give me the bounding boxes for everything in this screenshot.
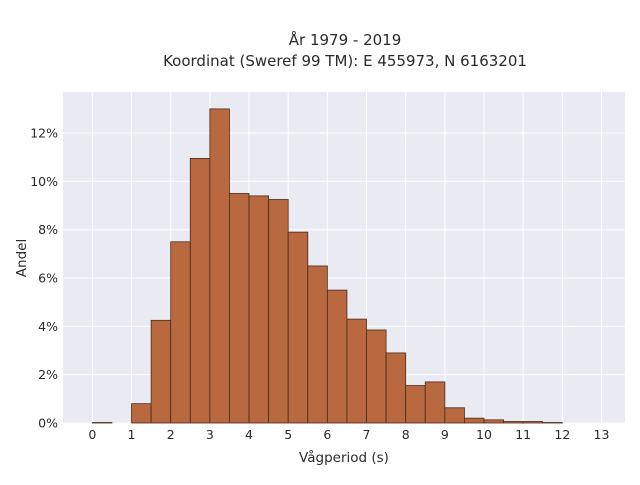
x-tick-label: 3 (206, 427, 214, 442)
histogram-bar (464, 418, 484, 423)
x-tick-label: 11 (515, 427, 531, 442)
y-tick-label: 8% (38, 222, 58, 237)
histogram-bar (445, 408, 465, 423)
y-tick-labels: 0% 2% 4% 6% 8% 10% 12% (30, 126, 58, 431)
x-tick-label: 4 (245, 427, 253, 442)
histogram-bar (190, 158, 210, 423)
x-tick-label: 10 (476, 427, 492, 442)
x-tick-label: 1 (128, 427, 136, 442)
y-tick-label: 6% (38, 271, 58, 286)
histogram-bar (504, 422, 524, 423)
histogram-bar (151, 320, 171, 423)
histogram-bar (132, 404, 152, 423)
histogram-bar (327, 290, 347, 423)
y-axis-label: Andel (14, 239, 30, 277)
x-axis-label: Vågperiod (s) (299, 449, 389, 466)
x-tick-label: 7 (363, 427, 371, 442)
histogram-bar (367, 330, 387, 423)
histogram-bar (249, 196, 269, 423)
x-tick-label: 8 (402, 427, 410, 442)
x-tick-label: 9 (441, 427, 449, 442)
histogram-bar (171, 242, 191, 423)
histogram-bar (406, 386, 426, 423)
x-tick-label: 12 (554, 427, 570, 442)
histogram-bar (229, 193, 249, 423)
y-tick-label: 2% (38, 367, 58, 382)
y-tick-label: 10% (30, 174, 58, 189)
histogram-bar (210, 109, 230, 423)
chart-title-line-1: År 1979 - 2019 (289, 30, 402, 49)
x-tick-label: 13 (594, 427, 610, 442)
x-tick-label: 5 (284, 427, 292, 442)
y-tick-label: 4% (38, 319, 58, 334)
histogram-bar (269, 200, 289, 423)
x-tick-label: 6 (323, 427, 331, 442)
histogram-bar (347, 319, 367, 423)
y-tick-label: 12% (30, 126, 58, 141)
x-tick-label: 0 (88, 427, 96, 442)
histogram-bar (288, 232, 308, 423)
histogram-bar (308, 266, 328, 423)
y-tick-label: 0% (38, 416, 58, 431)
histogram-bar (386, 353, 406, 423)
chart-title-line-2: Koordinat (Sweref 99 TM): E 455973, N 61… (163, 52, 527, 70)
histogram-bar (523, 422, 543, 423)
histogram-bar (425, 382, 445, 423)
x-tick-label: 2 (167, 427, 175, 442)
histogram-bar (484, 420, 504, 423)
